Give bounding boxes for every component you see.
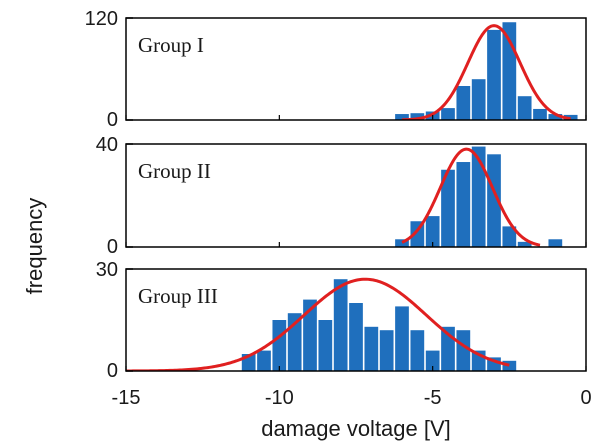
fit-curve-p3 [126, 277, 510, 371]
bar-p2-10 [548, 239, 563, 247]
bar-p2-1 [395, 239, 409, 247]
bar-p2-7 [487, 154, 501, 247]
fit-curve-p1 [401, 24, 571, 120]
bar-p2-3 [425, 216, 440, 247]
x-tick-label-1: -15 [112, 387, 141, 409]
bar-p1-8 [502, 22, 517, 120]
bar-p3-15 [456, 330, 471, 371]
panel-1: 0 120 Group I [85, 8, 587, 131]
bar-p3-6 [318, 320, 333, 371]
bar-p1-6 [471, 79, 486, 120]
group-label-1: Group I [138, 33, 204, 57]
panel-2: 0 40 Group II [96, 134, 587, 258]
bar-p2-9 [517, 241, 532, 247]
fit-curve-p2 [401, 147, 541, 247]
bar-p3-5 [303, 299, 317, 371]
bar-p3-9 [364, 326, 379, 371]
panel-frame-2 [125, 143, 587, 248]
bar-p3-12 [410, 330, 425, 371]
x-tick-label-3: -5 [424, 387, 442, 409]
bar-p1-11 [548, 114, 563, 120]
bar-p3-18 [502, 360, 517, 371]
y-axis-label: frequency [22, 198, 47, 295]
bar-p2-5 [456, 162, 471, 247]
bar-p1-7 [487, 29, 501, 120]
group-label-2: Group II [138, 159, 211, 183]
bar-p3-11 [395, 306, 409, 371]
x-tick-label-4: 0 [580, 387, 591, 409]
bar-p1-9 [517, 96, 532, 120]
panel-3: 0 30 Group III [96, 259, 587, 382]
y-tick-label-p2-2: 40 [96, 134, 118, 156]
bar-p1-1 [395, 114, 409, 120]
bar-p3-10 [379, 330, 394, 371]
group-label-3: Group III [138, 284, 218, 308]
x-axis-ticks: -15 -10 -5 0 [112, 387, 592, 409]
bar-p1-5 [456, 86, 471, 120]
bar-p3-3 [272, 320, 287, 371]
panel-frame-3 [125, 268, 587, 372]
y-tick-label-p3-1: 0 [107, 360, 118, 382]
bar-p2-8 [502, 226, 517, 247]
bar-p2-6 [471, 146, 486, 247]
bar-p3-8 [349, 303, 363, 371]
y-tick-label-p1-1: 0 [107, 109, 118, 131]
bar-p1-2 [410, 113, 425, 120]
bar-p3-2 [257, 350, 271, 371]
x-axis-label: damage voltage [V] [261, 416, 451, 441]
panel-frame-1 [125, 17, 587, 121]
bar-p3-13 [425, 350, 440, 371]
bar-p1-4 [441, 108, 455, 120]
y-tick-label-p3-2: 30 [96, 259, 118, 281]
y-tick-label-p1-2: 120 [85, 8, 118, 30]
bar-p1-10 [533, 108, 547, 120]
bar-p3-7 [333, 279, 348, 371]
bar-p2-4 [441, 169, 455, 247]
y-tick-label-p2-1: 0 [107, 236, 118, 258]
x-tick-label-2: -10 [265, 387, 294, 409]
